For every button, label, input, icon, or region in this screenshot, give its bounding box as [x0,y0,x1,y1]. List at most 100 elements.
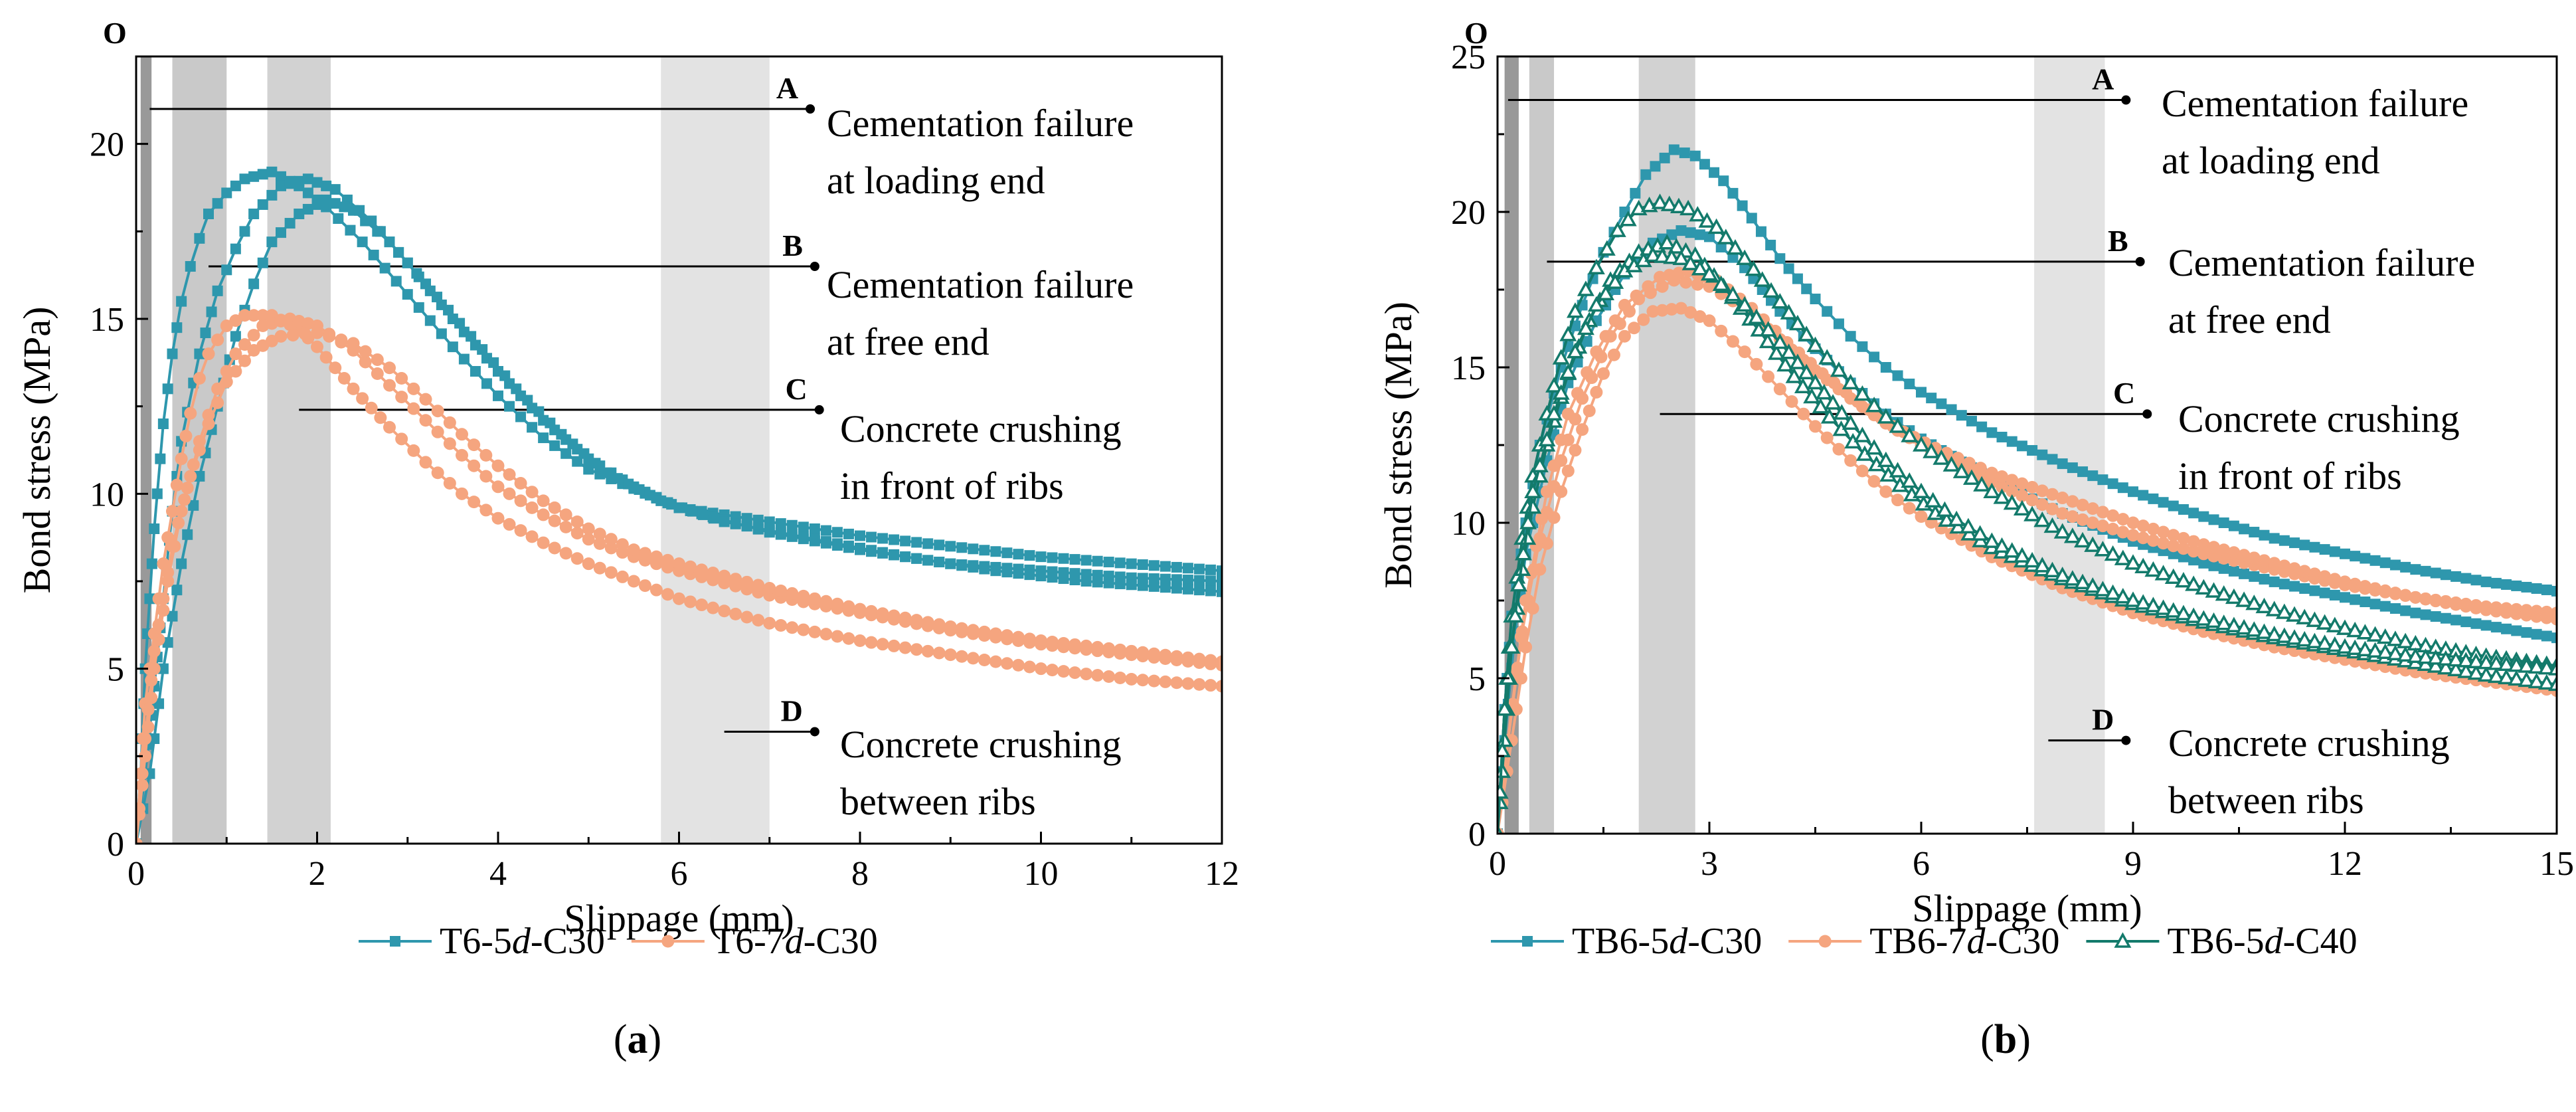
marker-t6-7d-c30-2-13-0 [456,428,468,441]
marker-tb6-7d-c30-2-20-3 [2298,565,2311,578]
marker-t6-5d-c30-1-6-0 [194,348,205,359]
marker-tb6-5d-c30-0-11-0 [1689,150,1701,161]
marker-t6-5d-c30-0-24-0 [945,541,956,552]
marker-t6-5d-c30-0-26-0 [1126,558,1137,569]
marker-tb6-5d-c40-2-4-1 [1552,384,1570,400]
marker-t6-5d-c30-1-25-4 [1171,574,1182,585]
marker-t6-7d-c30-0-25-7 [932,646,946,660]
marker-t6-7d-c30-0-11-0 [238,309,251,322]
marker-t6-7d-c30-2-17-0 [627,543,640,557]
marker-tb6-5d-c40-0-14-0 [1736,249,1754,265]
marker-t6-5d-c30-2-22-2 [1013,568,1024,579]
marker-t6-7d-c30-0-28-1 [1136,674,1150,687]
marker-tb6-5d-c30-1-10-2 [1727,252,1739,263]
marker-t6-5d-c30-2-20-0 [809,533,820,545]
marker-t6-5d-c30-0-22-5 [820,525,831,536]
marker-tb6-5d-c30-0-21-2 [2148,493,2159,504]
marker-t6-7d-c30-2-18-4 [718,569,731,583]
marker-t6-5d-c30-0-26-1 [1137,559,1148,570]
marker-tb6-5d-c40-0-20-5 [2033,511,2051,527]
marker-t6-7d-c30-0-19-1 [503,517,516,531]
series-group [1498,144,2557,834]
marker-tb6-5d-c30-1-20-2 [2218,563,2229,574]
marker-tb6-5d-c30-0-11-1 [1699,159,1710,170]
marker-t6-5d-c30-2-11-0 [348,205,359,216]
marker-t6-7d-c30-0-20-0 [537,536,550,549]
marker-t6-5d-c30-0-23-6 [922,538,934,549]
x-tick-label-6: 6 [1913,845,1930,883]
marker-t6-7d-c30-0-16-0 [383,420,396,434]
marker-t6-5d-c30-0-26-7 [1205,564,1216,575]
marker-tb6-7d-c30-2-19-5 [2247,551,2261,565]
x-tick-label-4: 4 [489,855,507,893]
marker-t6-7d-c30-0-22-0 [627,575,640,588]
marker-tb6-7d-c30-2-6-2 [1642,280,1655,293]
marker-tb6-5d-c30-0-25-3 [2440,569,2451,581]
marker-t6-7d-c30-2-5-1 [211,396,224,409]
marker-t6-7d-c30-2-6-1 [229,365,242,378]
marker-t6-7d-c30-0-22-1 [638,579,651,593]
marker-t6-5d-c30-2-24-1 [1182,583,1193,595]
marker-tb6-5d-c30-0-end [2551,585,2557,597]
marker-tb6-5d-c30-0-18-1 [1926,393,1937,404]
marker-tb6-5d-c40-0-20-0 [1983,482,2001,498]
marker-t6-5d-c30-2-21-1 [911,553,922,564]
marker-tb6-7d-c30-1-18-4 [2167,539,2180,553]
marker-t6-5d-c30-2-16-2 [578,448,590,459]
annotation-dot-B [810,262,819,271]
marker-t6-5d-c30-2-2-0 [157,663,169,674]
x-tick-label-0: 0 [1489,845,1506,883]
marker-tb6-5d-c30-0-22-0 [2198,511,2209,522]
marker-tb6-5d-c40-2-19-5 [2104,584,2122,601]
marker-t6-5d-c30-2-19-7 [798,531,809,543]
marker-tb6-5d-c30-0-20-2 [2077,466,2089,478]
marker-tb6-5d-c30-1-20-0 [2198,557,2209,569]
marker-tb6-5d-c30-0-24-1 [2350,551,2361,562]
legend-label-tb6-5d-c40: TB6-5d-C40 [2167,921,2357,962]
marker-tb6-7d-c30-2-16-0 [1985,466,1998,480]
marker-tb6-5d-c40-2-19-2 [2074,573,2092,590]
marker-t6-5d-c30-2-3-1 [182,529,193,540]
marker-tb6-5d-c30-0-23-6 [2329,546,2340,557]
marker-t6-5d-c30-0-end [1217,565,1222,577]
marker-t6-7d-c30-2-4-1 [193,444,206,456]
marker-t6-7d-c30-0-28-3 [1159,675,1172,688]
marker-t6-5d-c30-2-18-4 [697,509,709,520]
marker-tb6-5d-c30-0-26-5 [2531,583,2542,594]
marker-tb6-5d-c40-2-23-4 [2376,643,2394,659]
marker-tb6-5d-c40-2-21-3 [2225,616,2243,632]
marker-t6-5d-c30-2-18-2 [677,502,688,513]
marker-t6-7d-c30-0-16-2 [407,444,420,457]
marker-tb6-5d-c40-2-20-1 [2134,594,2152,610]
marker-t6-7d-c30-2-18-7 [752,579,765,592]
marker-t6-7d-c30-2-1-1 [141,703,155,716]
marker-t6-7d-c30-0-24-5 [819,628,833,641]
marker-tb6-5d-c40-2-15-1 [1889,462,1907,478]
marker-t6-7d-c30-0-23-2 [695,599,709,612]
marker-t6-7d-c30-2-2-3 [161,566,175,579]
marker-tb6-5d-c40-2-1-3 [1506,606,1524,623]
marker-tb6-5d-c30-1-10-1 [1715,242,1727,253]
marker-t6-5d-c30-2-20-6 [877,547,889,558]
y-axis-label: Bond stress (MPa) [15,307,58,594]
marker-t6-5d-c30-2-11-1 [360,215,371,227]
marker-tb6-5d-c30-0-23-1 [2278,535,2290,546]
marker-tb6-5d-c40-2-4-0 [1545,405,1563,420]
marker-t6-5d-c30-2-14-2 [488,357,499,368]
marker-t6-7d-c30-0-17-2 [443,477,456,490]
marker-tb6-7d-c30-2-4-1 [1571,387,1585,400]
marker-tb6-7d-c30-2-17-0 [2056,492,2069,505]
marker-t6-7d-c30-2-end [1215,655,1222,668]
marker-tb6-5d-c40-2-20-3 [2154,599,2172,615]
marker-tb6-5d-c40-1-26-2 [2498,668,2516,685]
marker-tb6-5d-c30-1-8-2 [1666,229,1677,240]
marker-tb6-5d-c40-0-19-2 [1932,449,1950,465]
marker-t6-5d-c30-2-8-0 [266,236,278,248]
marker-t6-7d-c30-2-3-0 [166,539,179,553]
marker-t6-5d-c30-0-23-5 [911,537,922,548]
marker-tb6-7d-c30-2-3-2 [1555,433,1568,446]
marker-tb6-7d-c30-2-16-5 [2035,484,2049,498]
annotation-text-D-line1: Concrete crushing [840,723,1122,766]
marker-tb6-7d-c30-2-6-1 [1630,289,1643,302]
marker-tb6-5d-c40-2-18-6 [2043,561,2061,577]
